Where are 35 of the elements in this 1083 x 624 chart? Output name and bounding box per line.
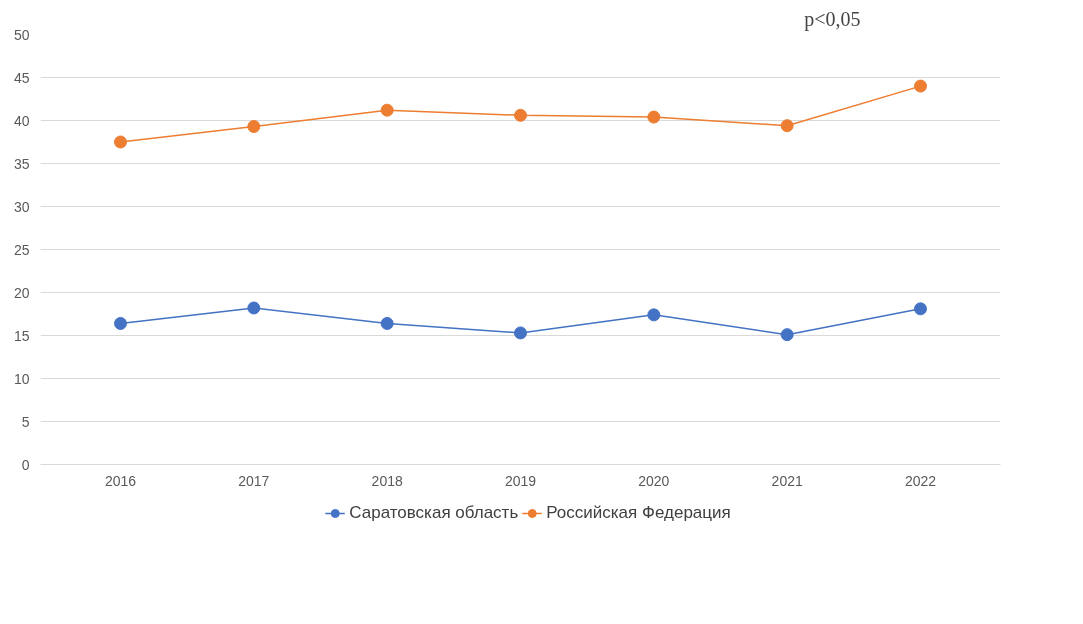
y-tick-label: 30 [13, 198, 30, 215]
point [647, 308, 661, 322]
y-tick-label: 45 [13, 69, 30, 86]
point [514, 108, 527, 122]
legend-label: Саратовская область [349, 503, 519, 523]
point [114, 135, 127, 149]
y-tick-label: 10 [13, 370, 30, 387]
point [114, 316, 127, 330]
x-tick-label: 2020 [638, 472, 670, 489]
point [914, 302, 927, 316]
y-tick-label: 5 [21, 413, 30, 430]
point [780, 119, 794, 133]
x-tick-label: 2016 [104, 472, 137, 489]
y-tick-label: 20 [13, 284, 30, 301]
x-tick-label: 2018 [371, 472, 403, 489]
point [647, 110, 661, 124]
y-tick-label: 50 [13, 26, 30, 43]
x-tick-label: 2017 [238, 472, 270, 489]
point [914, 79, 927, 93]
text: p<0,05 [804, 7, 861, 31]
point [780, 328, 794, 342]
x-tick-label: 2021 [771, 472, 803, 489]
y-tick-label: 0 [21, 456, 30, 473]
x-tick-label: 2019 [504, 472, 537, 489]
point [514, 326, 527, 340]
x-tick-label: 2022 [904, 472, 937, 489]
point [380, 316, 394, 330]
point [380, 103, 394, 117]
y-tick-label: 35 [13, 155, 30, 172]
point [247, 301, 261, 315]
y-tick-label: 15 [13, 327, 30, 344]
legend-label: Российская Федерация [546, 503, 731, 523]
y-tick-label: 40 [13, 112, 30, 129]
point [247, 120, 261, 134]
y-tick-label: 25 [13, 241, 30, 258]
